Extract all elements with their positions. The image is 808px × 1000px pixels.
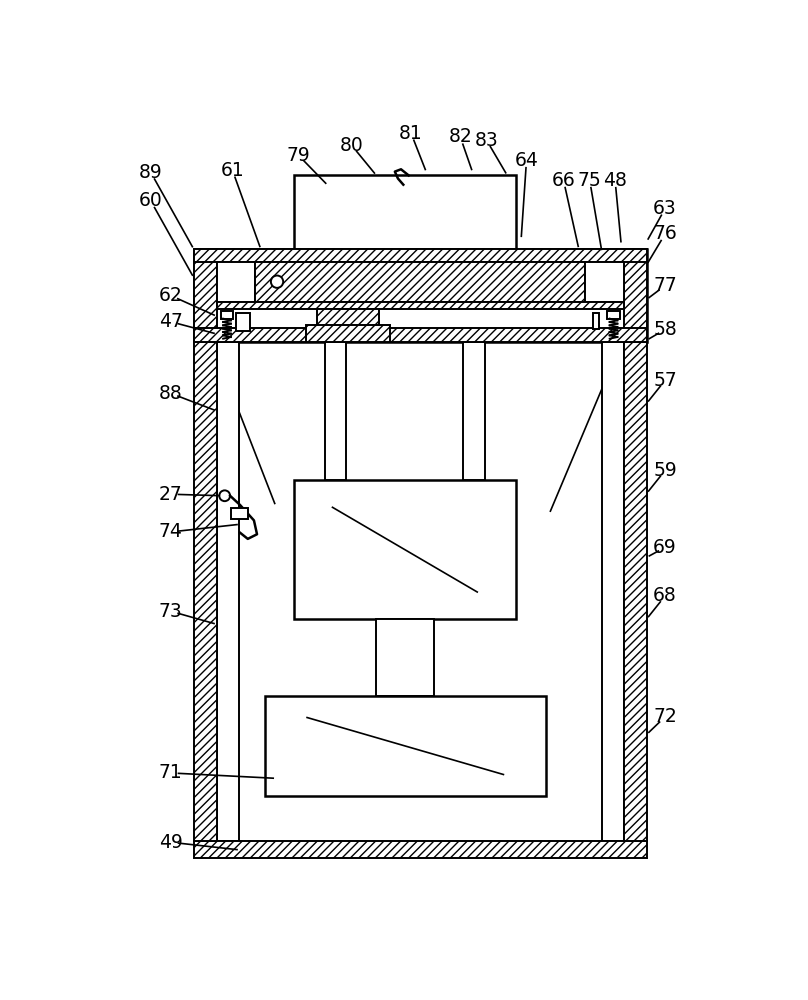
Circle shape	[271, 276, 283, 288]
Bar	[593, 312, 599, 329]
Text: 72: 72	[653, 707, 677, 726]
Text: 63: 63	[653, 199, 677, 218]
Text: 80: 80	[340, 136, 364, 155]
Bar	[217, 342, 238, 841]
Bar	[608, 311, 620, 319]
Text: 68: 68	[653, 586, 677, 605]
Text: 89: 89	[139, 163, 162, 182]
Text: 66: 66	[552, 171, 575, 190]
Bar	[602, 342, 624, 841]
Bar	[194, 249, 646, 342]
Bar	[624, 342, 646, 841]
Text: 79: 79	[287, 146, 310, 165]
Text: 60: 60	[139, 191, 162, 210]
Text: 71: 71	[159, 763, 183, 782]
Text: 75: 75	[578, 171, 601, 190]
Text: 48: 48	[603, 171, 627, 190]
Text: 61: 61	[221, 161, 244, 180]
Text: 88: 88	[159, 384, 183, 403]
Bar	[265, 696, 545, 796]
Text: 62: 62	[159, 286, 183, 305]
Text: 64: 64	[515, 151, 538, 170]
Text: 73: 73	[159, 602, 183, 621]
Bar	[255, 262, 585, 302]
Text: 69: 69	[653, 538, 677, 557]
Bar	[317, 309, 379, 342]
Bar	[194, 249, 217, 342]
Text: 49: 49	[159, 833, 183, 852]
Text: 74: 74	[159, 522, 183, 541]
Text: 47: 47	[159, 312, 183, 331]
Text: 77: 77	[653, 276, 677, 295]
Text: 57: 57	[653, 371, 677, 390]
Text: 58: 58	[653, 320, 677, 339]
Bar	[305, 325, 390, 342]
Bar	[585, 262, 624, 302]
Bar	[294, 480, 516, 619]
Text: 76: 76	[653, 224, 677, 243]
Bar	[236, 312, 250, 331]
Bar	[231, 508, 248, 519]
Text: 59: 59	[653, 461, 677, 480]
Text: 81: 81	[399, 124, 423, 143]
Text: 27: 27	[159, 485, 183, 504]
Bar	[194, 841, 646, 858]
Bar	[194, 342, 217, 841]
Bar	[217, 302, 624, 309]
Bar	[294, 175, 516, 249]
Text: 82: 82	[448, 127, 472, 146]
Bar	[217, 262, 255, 302]
Bar	[194, 249, 646, 262]
Circle shape	[219, 490, 230, 501]
Bar	[463, 342, 485, 480]
Bar	[221, 311, 234, 319]
Bar	[325, 342, 347, 480]
Bar	[194, 328, 646, 342]
Text: 83: 83	[474, 131, 499, 150]
Bar	[377, 619, 434, 696]
Bar	[624, 249, 646, 342]
